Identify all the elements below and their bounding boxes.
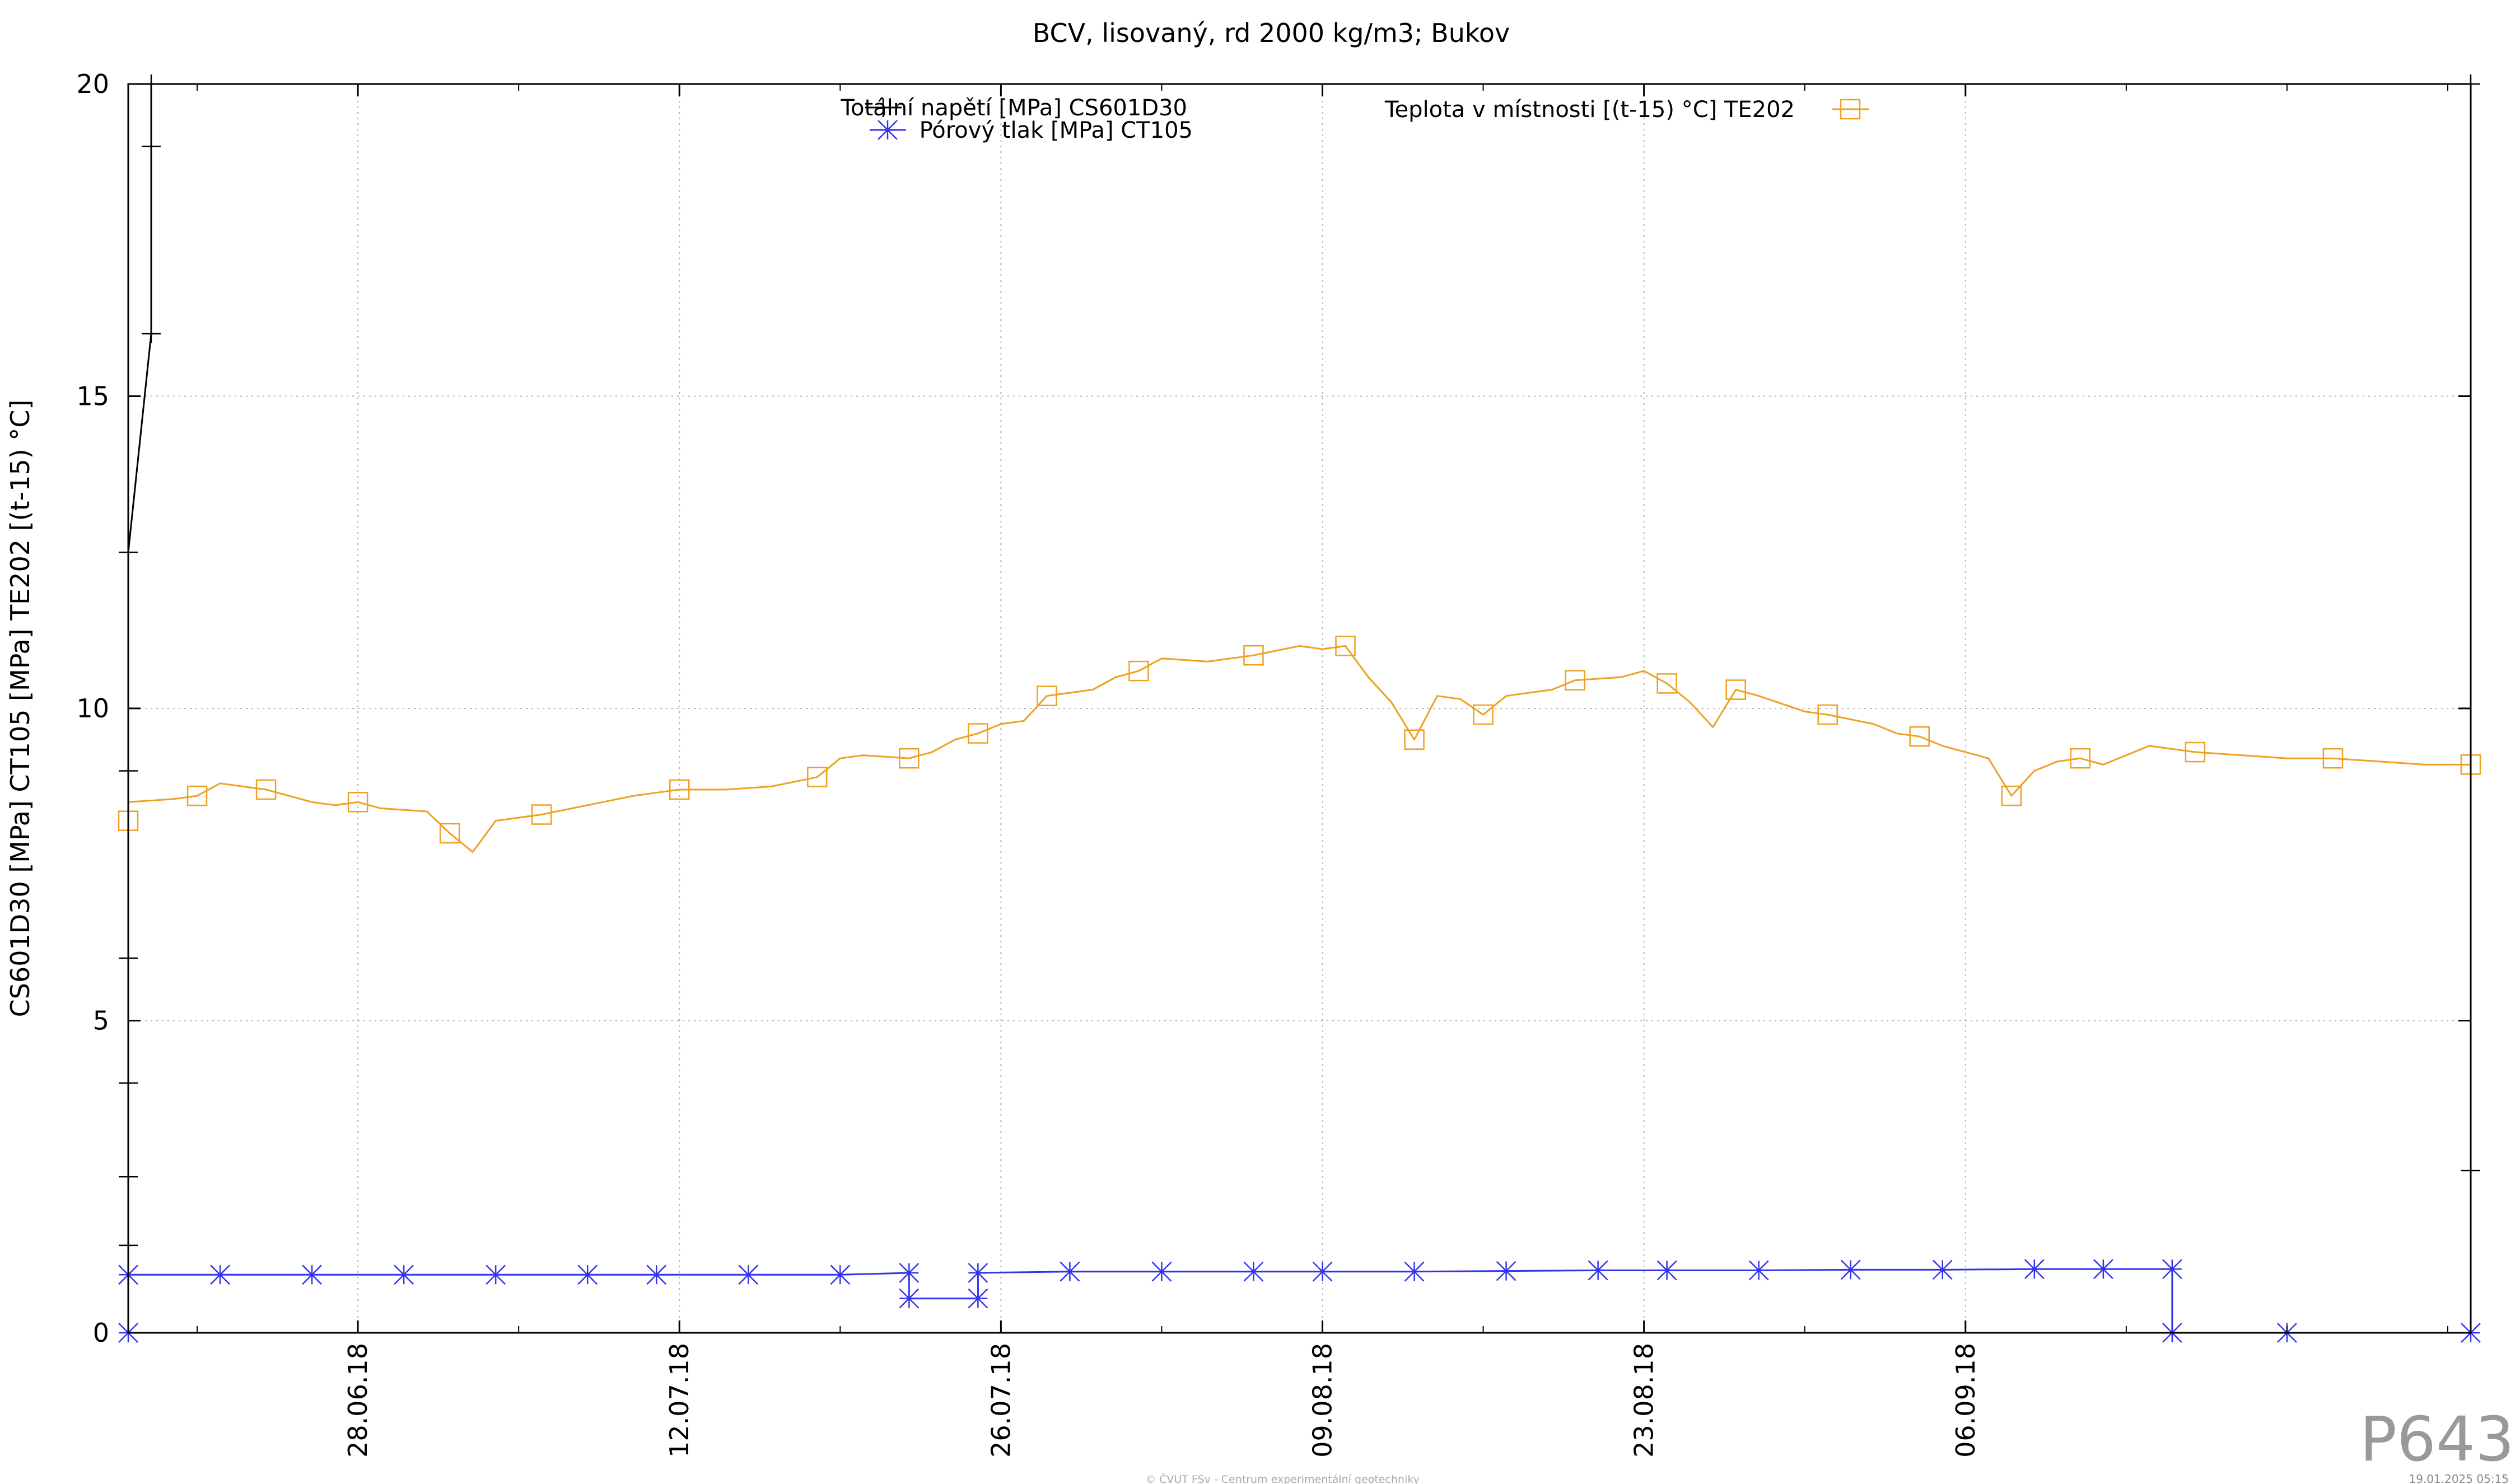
series-total-stress-point bbox=[142, 324, 161, 343]
series-pore-pressure-point bbox=[1496, 1261, 1516, 1281]
series-room-temperature-point bbox=[2322, 748, 2344, 769]
series-pore-pressure-line bbox=[127, 1268, 2471, 1334]
y-tick-label: 5 bbox=[93, 1006, 109, 1036]
series-pore-pressure bbox=[118, 1259, 2481, 1343]
series-room-temperature-point bbox=[1243, 645, 1264, 666]
series-pore-pressure-point bbox=[1748, 1260, 1769, 1281]
series-pore-pressure-point bbox=[1151, 1261, 1172, 1282]
series-total-stress-point bbox=[142, 137, 161, 156]
series-pore-pressure-point bbox=[486, 1264, 506, 1285]
series-room-temperature-point bbox=[347, 792, 368, 813]
series-pore-pressure-point bbox=[1060, 1261, 1080, 1282]
series-pore-pressure-point bbox=[577, 1264, 598, 1285]
series-pore-pressure-point bbox=[899, 1288, 920, 1309]
watermark-code: P643 bbox=[2360, 1403, 2514, 1475]
series-room-temperature-point bbox=[1725, 679, 1746, 700]
series-pore-pressure-point bbox=[1404, 1261, 1425, 1282]
series-room-temperature-line bbox=[127, 645, 2471, 853]
grid bbox=[128, 84, 2471, 1333]
series-pore-pressure-point bbox=[830, 1264, 851, 1285]
legend-label: Teplota v místnosti [(t-15) °C] TE202 bbox=[1384, 97, 1795, 123]
series-room-temperature-point bbox=[899, 748, 920, 769]
series-room-temperature-point bbox=[186, 785, 208, 806]
series-room-temperature-point bbox=[531, 804, 552, 825]
series-pore-pressure-point bbox=[899, 1263, 920, 1283]
y-tick-label: 0 bbox=[93, 1318, 109, 1348]
legend-label: Pórový tlak [MPa] CT105 bbox=[920, 118, 1193, 143]
series-room-temperature-point bbox=[1335, 636, 1356, 656]
x-tick-label: 12.07.18 bbox=[664, 1343, 694, 1458]
legend-marker bbox=[1840, 99, 1861, 120]
series-room-temperature-point bbox=[1817, 704, 1838, 725]
series-pore-pressure-point bbox=[2093, 1259, 2113, 1280]
series-room-temperature-point bbox=[255, 779, 277, 800]
legend-entry: Totální napětí [MPa] CS601D30 bbox=[840, 95, 1187, 121]
series-pore-pressure-point bbox=[1588, 1260, 1608, 1281]
series-pore-pressure-point bbox=[1312, 1261, 1333, 1282]
series-total-stress bbox=[119, 74, 2480, 1255]
y-tick-label: 15 bbox=[76, 381, 109, 412]
y-tick-label: 20 bbox=[76, 69, 109, 99]
series-room-temperature-point bbox=[1565, 670, 1585, 691]
x-tick-label: 26.07.18 bbox=[986, 1343, 1016, 1458]
series-pore-pressure-point bbox=[302, 1264, 322, 1285]
timestamp-text: 19.01.2025 05:15 bbox=[2409, 1472, 2509, 1484]
series-pore-pressure-point bbox=[394, 1264, 414, 1285]
x-tick-label: 09.08.18 bbox=[1308, 1343, 1338, 1458]
series-pore-pressure-point bbox=[1243, 1261, 1264, 1282]
series-total-stress-line bbox=[127, 84, 152, 1245]
legend-marker bbox=[878, 120, 898, 140]
series-room-temperature-point bbox=[2070, 748, 2091, 769]
series-room-temperature-point bbox=[669, 779, 690, 800]
legend-marker bbox=[874, 98, 893, 117]
series-room-temperature-point bbox=[1909, 726, 1930, 747]
series-room-temperature-point bbox=[807, 767, 828, 787]
series-room-temperature-point bbox=[439, 823, 460, 844]
series-room-temperature bbox=[118, 636, 2481, 853]
series-room-temperature-point bbox=[1473, 704, 1494, 725]
x-axis: 28.06.18 12.07.18 26.07.18 09.08.18 23.08.18… bbox=[197, 84, 2448, 1458]
series-pore-pressure-point bbox=[968, 1288, 988, 1309]
y-axis-label: CS601D30 [MPa] CT105 [MPa] TE202 [(t-15)… bbox=[5, 400, 35, 1018]
legend-entry: Teplota v místnosti [(t-15) °C] TE202 bbox=[1384, 97, 1869, 123]
series-room-temperature-point bbox=[1128, 660, 1149, 682]
series-pore-pressure-point bbox=[2162, 1259, 2182, 1280]
series-pore-pressure-point bbox=[968, 1263, 988, 1283]
x-tick-label: 06.09.18 bbox=[1950, 1343, 1981, 1458]
copyright-text: © ČVUT FSv - Centrum experimentální geot… bbox=[1145, 1472, 1420, 1484]
series-room-temperature-point bbox=[1037, 685, 1057, 706]
chart-title: BCV, lisovaný, rd 2000 kg/m3; Bukov bbox=[1033, 18, 1510, 48]
x-tick-label: 23.08.18 bbox=[1629, 1343, 1659, 1458]
series-pore-pressure-point bbox=[1840, 1259, 1861, 1280]
series-room-temperature-point bbox=[2185, 741, 2206, 763]
legend-entry: Pórový tlak [MPa] CT105 bbox=[870, 118, 1193, 143]
series-room-temperature-point bbox=[1404, 729, 1425, 750]
series-pore-pressure-point bbox=[210, 1264, 230, 1285]
y-tick-label: 10 bbox=[76, 693, 109, 724]
series-pore-pressure-point bbox=[1932, 1259, 1953, 1280]
series-pore-pressure-point bbox=[2024, 1259, 2045, 1280]
series-pore-pressure-point bbox=[646, 1264, 667, 1285]
series-pore-pressure-point bbox=[738, 1264, 759, 1285]
series-pore-pressure-point bbox=[1656, 1260, 1677, 1281]
y-axis: 0 5 10 15 20 bbox=[76, 69, 2471, 1348]
series-room-temperature-point bbox=[1656, 673, 1677, 694]
x-tick-label: 28.06.18 bbox=[343, 1343, 373, 1458]
series-room-temperature-point bbox=[2001, 785, 2022, 806]
series-room-temperature-point bbox=[968, 723, 988, 744]
